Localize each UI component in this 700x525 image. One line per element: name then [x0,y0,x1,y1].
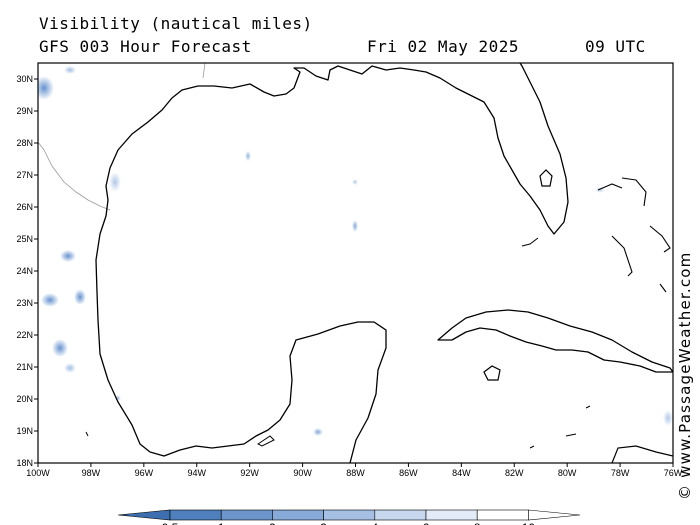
colorbar-label: 4 [371,521,378,525]
colorbar-segment [169,509,222,521]
bahamas [597,177,671,293]
lon-tick-label: 90W [293,468,312,478]
gulf-coastline [95,63,569,453]
colorbar-label: 0.5 [162,521,179,525]
longitude-axis: 100W 98W 96W 94W 92W 90W 88W 86W 84W 82W 80W 78W 76W [26,463,683,478]
us-mexico-border [38,141,111,211]
variable-title: Visibility (nautical miles) [39,14,313,33]
yucatan-coastline [149,321,387,463]
credit-text: © www.PassageWeather.com [676,251,694,500]
colorbar-left-arrow [117,509,171,521]
forecast-date: Fri 02 May 2025 [367,37,519,56]
lon-tick-label: 100W [26,468,50,478]
lon-tick-label: 88W [346,468,365,478]
lat-tick-label: 23N [16,298,33,308]
lon-tick-label: 84W [452,468,471,478]
colorbar-segment [323,509,376,521]
lon-tick-label: 92W [240,468,259,478]
colorbar-label: 10 [522,521,536,525]
colorbar-segment [476,509,529,521]
colorbar-segment [272,509,324,521]
lat-tick-label: 21N [16,362,33,372]
lat-tick-label: 30N [16,74,33,84]
isla-de-la-juventud [483,365,501,381]
lat-tick-label: 20N [16,394,33,404]
lat-tick-label: 26N [16,202,33,212]
forecast-title: GFS 003 Hour Forecast [39,37,252,56]
lon-tick-label: 76W [664,468,683,478]
colorbar-label: 1 [218,521,225,525]
lat-tick-label: 24N [16,266,33,276]
low-visibility-patches [38,66,673,436]
lake-okeechobee [539,169,553,187]
lon-tick-label: 86W [399,468,418,478]
lat-tick-label: 19N [16,426,33,436]
lat-tick-label: 29N [16,106,33,116]
colorbar-segment [220,509,273,521]
lat-tick-label: 18N [16,458,33,468]
lon-tick-label: 80W [558,468,577,478]
colorbar-label: 2 [269,521,276,525]
latitude-axis: 30N 29N 28N 27N 26N 25N 24N 23N 22N 21N 20N 19N 18N [16,74,38,468]
lon-tick-label: 78W [611,468,630,478]
lon-tick-label: 94W [187,468,206,478]
map-area [38,63,673,463]
colorbar-segment [425,509,478,521]
cuba-coastline [437,309,673,373]
lon-tick-label: 98W [82,468,101,478]
lat-tick-label: 27N [16,170,33,180]
colorbar-right-arrow [528,509,581,521]
colorbar-segment [374,509,427,521]
colorbar: 0.5 1 2 3 4 6 8 10 [117,509,581,525]
colorbar-label: 3 [320,521,327,525]
lat-tick-label: 28N [16,138,33,148]
colorbar-label: 6 [423,521,430,525]
lat-tick-label: 22N [16,330,33,340]
lat-tick-label: 25N [16,234,33,244]
colorbar-label: 8 [474,521,481,525]
lon-tick-label: 96W [135,468,154,478]
forecast-time: 09 UTC [585,37,646,56]
lon-tick-label: 82W [505,468,524,478]
